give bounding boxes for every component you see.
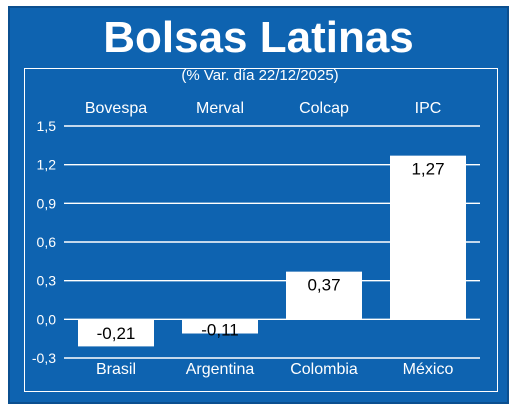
y-axis-tick-labels: 1,5 1,2 0,9 0,6 0,3 0,0 -0,3 xyxy=(32,118,56,366)
bar-value-label: 0,37 xyxy=(307,276,340,295)
category-label: Brasil xyxy=(96,361,136,378)
y-tick-label: 1,2 xyxy=(37,157,57,173)
index-name-label: Bovespa xyxy=(85,100,147,117)
chart-title: Bolsas Latinas xyxy=(103,13,414,62)
category-labels: Brasil Argentina Colombia México xyxy=(96,361,453,378)
index-name-label: Merval xyxy=(196,100,244,117)
index-name-labels: Bovespa Merval Colcap IPC xyxy=(85,100,441,117)
chart-subtitle: (% Var. día 22/12/2025) xyxy=(181,67,338,84)
chart-inner-border xyxy=(24,68,498,392)
bar xyxy=(182,319,258,334)
y-tick-label: 0,6 xyxy=(37,234,57,250)
category-label: México xyxy=(403,361,454,378)
bar xyxy=(78,319,154,347)
index-name-label: IPC xyxy=(415,100,442,117)
index-name-label: Colcap xyxy=(299,100,349,117)
y-tick-label: 0,0 xyxy=(37,311,57,327)
bar-value-label: -0,21 xyxy=(97,324,136,343)
bar-value-label: -0,11 xyxy=(201,320,239,339)
bars: -0,21 -0,11 0,37 1,27 xyxy=(78,155,466,347)
bar xyxy=(390,155,466,320)
y-tick-label: 0,3 xyxy=(37,273,57,289)
y-tick-label: 1,5 xyxy=(37,118,57,134)
y-tick-label: -0,3 xyxy=(32,350,56,366)
bar-value-label: 1,27 xyxy=(411,160,444,179)
y-tick-label: 0,9 xyxy=(37,195,57,211)
category-label: Argentina xyxy=(186,361,255,378)
category-label: Colombia xyxy=(290,361,358,378)
bar xyxy=(286,271,362,320)
